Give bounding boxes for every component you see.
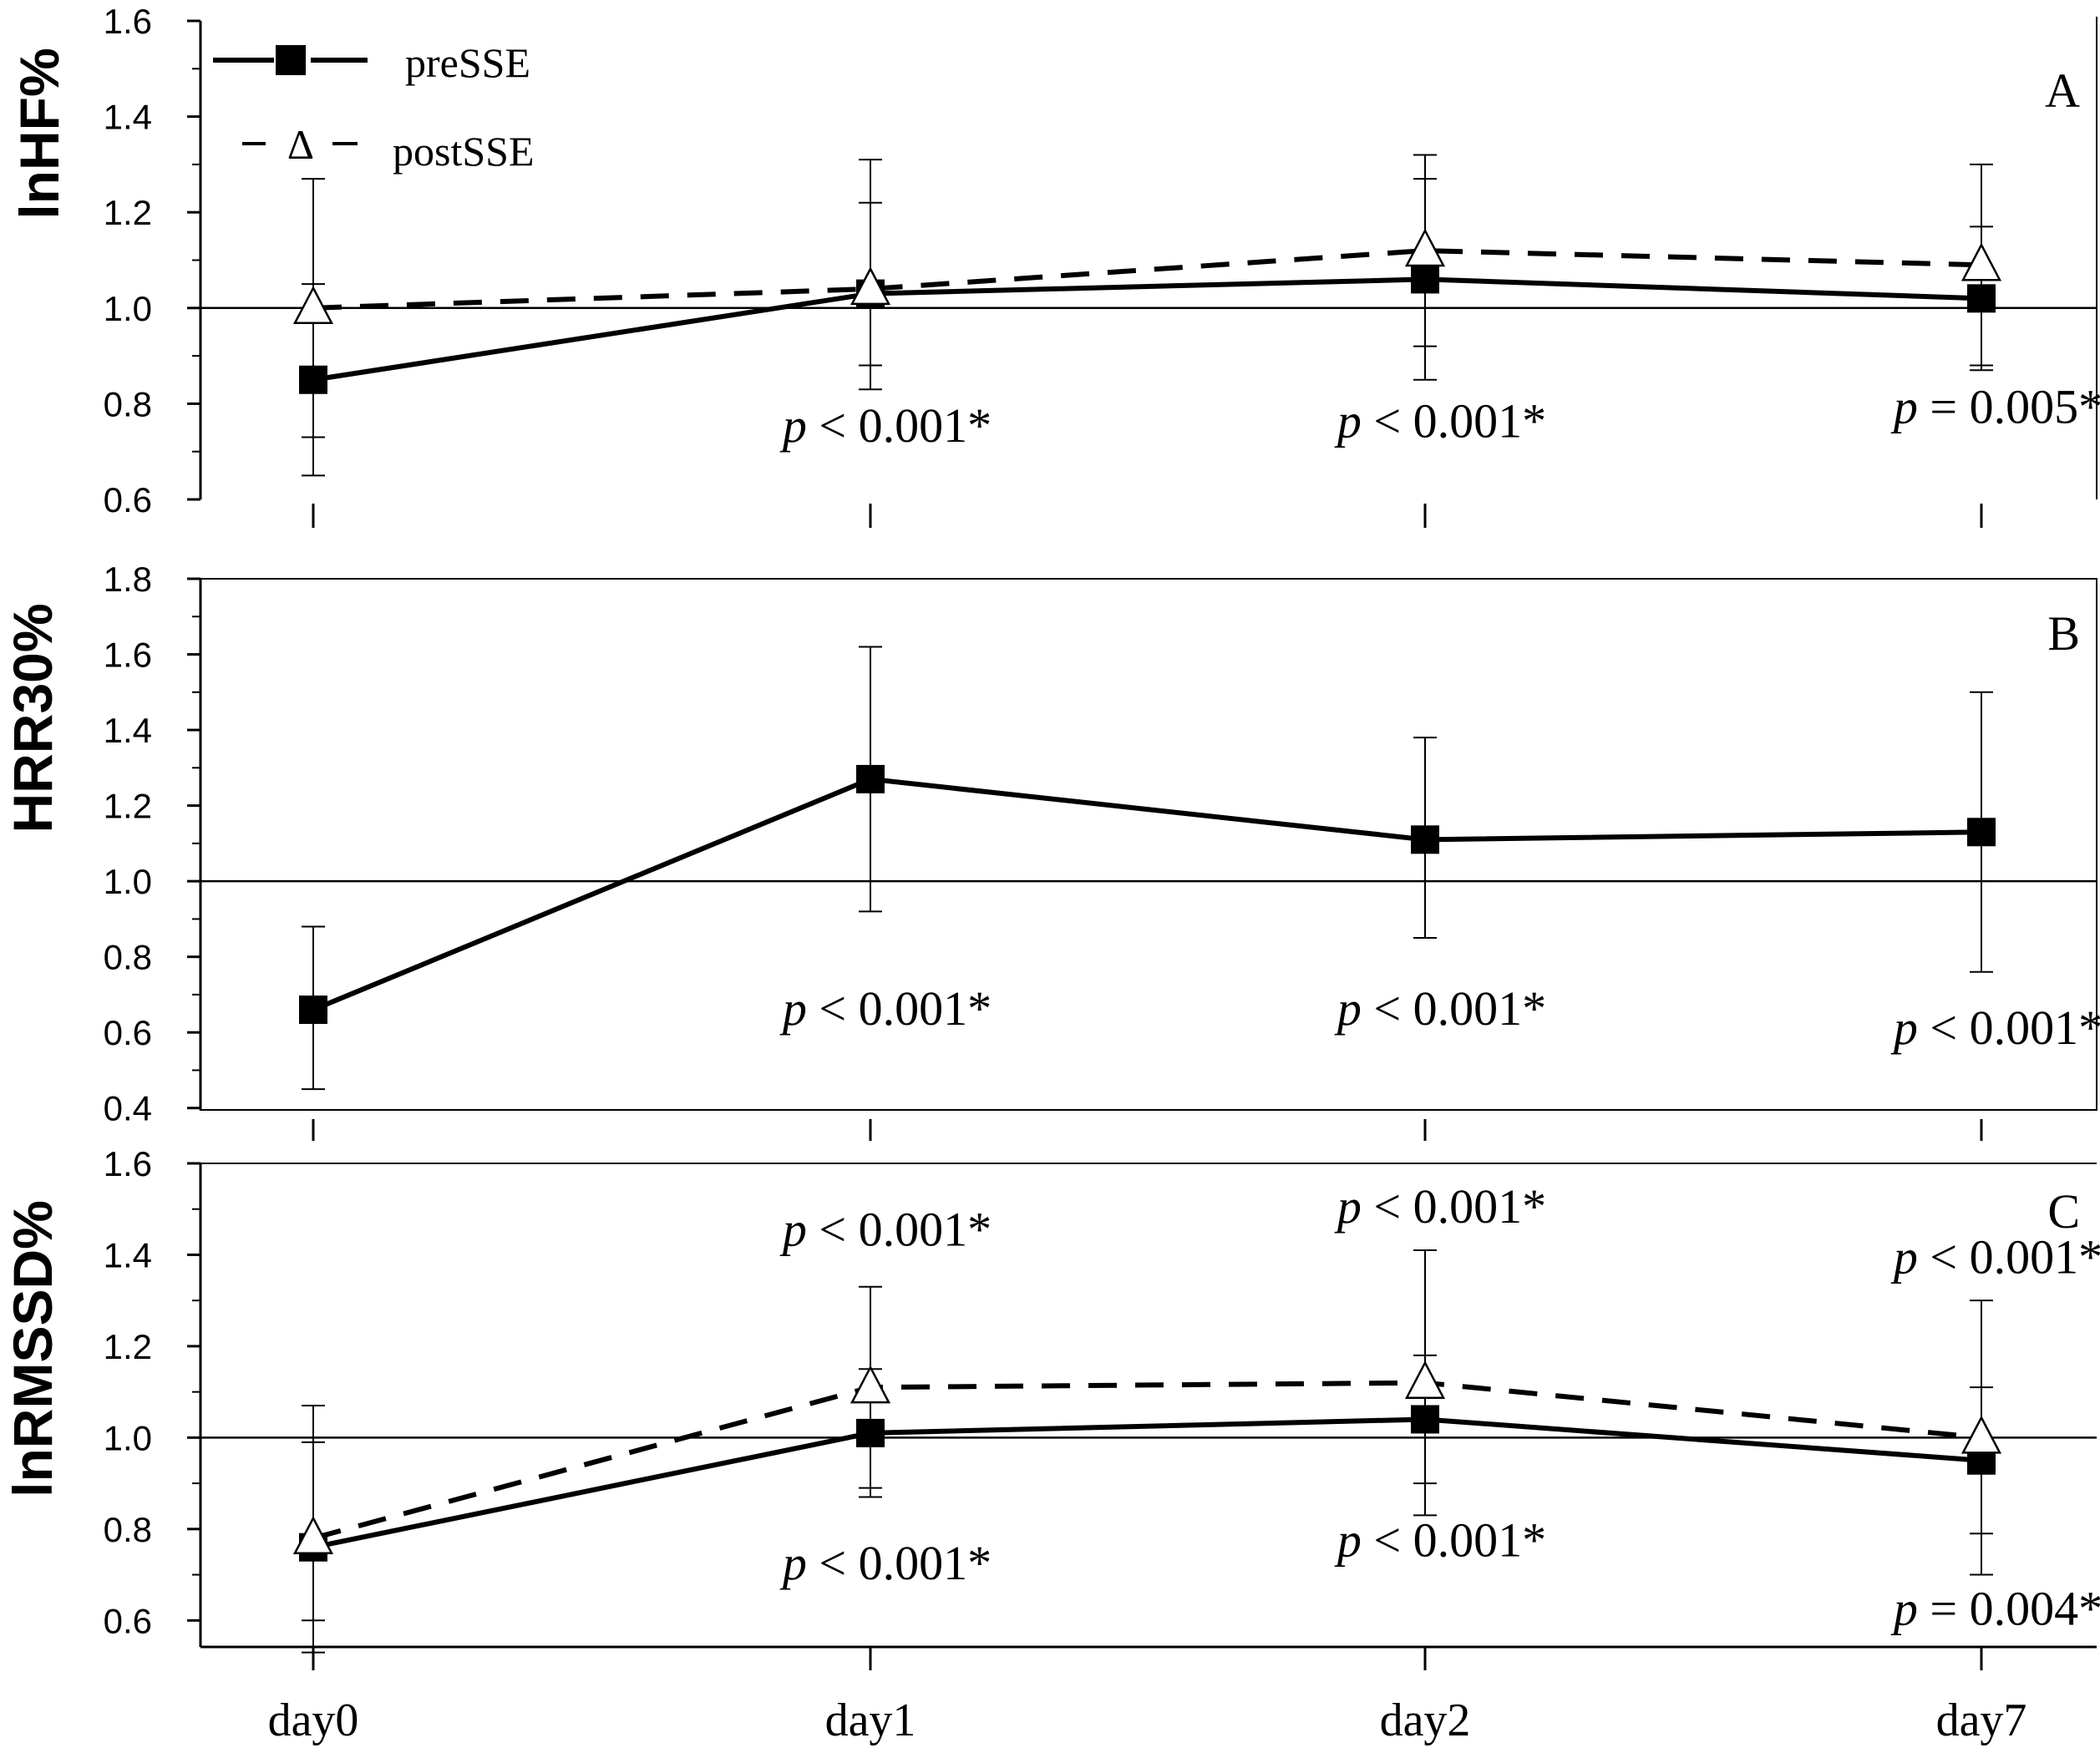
panel-a-y-tick-label-0: 0.6 <box>104 480 152 519</box>
panel-b-marks: p < 0.001* p < 0.001* p < 0.001* <box>200 646 2100 1091</box>
panel-c-y-ticks: 0.6 0.8 1.0 1.2 1.4 1.6 <box>104 1144 200 1640</box>
panel-a-marks: p < 0.001* p < 0.001* p = 0.005* <box>200 154 2100 477</box>
panel-c-y-tick-label-0: 0.6 <box>104 1601 152 1640</box>
panel-c-annotation-1: p < 0.001* <box>1334 1179 1546 1234</box>
panel-c-annotation-5: p = 0.004* <box>1890 1582 2100 1636</box>
panel-b-presse-point-0 <box>299 996 327 1025</box>
panel-c-postsse-point-2 <box>1404 1360 1446 1399</box>
panel-a-letter: A <box>2045 63 2080 118</box>
legend: preSSE Δ postSSE <box>213 39 535 175</box>
x-tick-label-day2: day2 <box>1380 1695 1471 1746</box>
legend-pre-square-icon <box>276 45 306 75</box>
panel-b-annotation-1: p < 0.001* <box>1334 981 1546 1036</box>
panel-c-postsse-point-0 <box>292 1516 334 1555</box>
panel-c-postsse-line <box>312 1380 1982 1541</box>
panel-c-y-tick-label-4: 1.4 <box>104 1235 152 1274</box>
panel-a-postsse-point-3 <box>1961 242 2002 281</box>
panel-b: HRR30% B 0.4 0.6 0.8 1.0 1.2 1.4 1.6 1.8 p < 0.… <box>2 560 2100 1128</box>
panel-c-presse-point-2 <box>1411 1405 1439 1434</box>
x-tick-label-day0: day0 <box>268 1695 359 1746</box>
panel-b-presse-line <box>312 776 1982 1012</box>
panel-c-annotation-4: p < 0.001* <box>1334 1513 1546 1568</box>
panel-a-presse-point-2 <box>1411 265 1439 294</box>
panel-b-y-tick-label-2: 0.8 <box>104 938 152 977</box>
panel-c-letter: C <box>2047 1184 2080 1239</box>
panel-separator-ticks-2 <box>312 1119 1983 1141</box>
panel-a-y-tick-label-4: 1.4 <box>104 98 152 137</box>
panel-a-annotation-0: p < 0.001* <box>779 398 992 453</box>
panel-b-annotation-0: p < 0.001* <box>779 981 992 1036</box>
panel-b-annotation-2: p < 0.001* <box>1890 1001 2100 1055</box>
panel-a-postsse-point-0 <box>292 286 334 325</box>
panel-b-y-tick-label-0: 0.4 <box>104 1089 152 1128</box>
panel-b-y-tick-label-4: 1.2 <box>104 787 152 826</box>
panel-a-postsse-point-1 <box>850 266 891 306</box>
panel-a-y-tick-label-1: 0.8 <box>104 384 152 423</box>
panel-c-annotation-2: p < 0.001* <box>1890 1229 2100 1284</box>
legend-post-label: postSSE <box>393 128 535 175</box>
panel-b-frame <box>200 578 2097 1111</box>
legend-post-triangle-icon: Δ <box>287 121 314 168</box>
panel-a-presse-point-3 <box>1967 284 1996 313</box>
panel-b-y-ticks: 0.4 0.6 0.8 1.0 1.2 1.4 1.6 1.8 <box>104 560 200 1128</box>
panel-c-y-tick-label-3: 1.2 <box>104 1327 152 1366</box>
panel-a-postsse-point-2 <box>1404 228 1446 267</box>
panel-b-y-axis-label: HRR30% <box>2 603 63 833</box>
panel-a-y-axis-label: lnHF% <box>8 48 70 219</box>
panel-a-y-tick-label-2: 1.0 <box>104 289 152 328</box>
panel-c: lnRMSSD% C 0.6 0.8 1.0 1.2 1.4 1.6 p < 0.001*… <box>2 1144 2100 1654</box>
panel-c-postsse-point-1 <box>850 1365 891 1404</box>
panel-b-y-tick-label-5: 1.4 <box>104 711 152 750</box>
panel-c-y-tick-label-2: 1.0 <box>104 1418 152 1457</box>
legend-pre-label: preSSE <box>405 39 530 86</box>
panel-b-y-tick-label-7: 1.8 <box>104 560 152 599</box>
panel-b-y-tick-label-3: 1.0 <box>104 862 152 901</box>
panel-a-presse-line <box>312 276 1982 383</box>
panel-b-y-tick-label-1: 0.6 <box>104 1013 152 1052</box>
panel-b-presse-point-2 <box>1411 825 1439 854</box>
panel-a-annotation-1: p < 0.001* <box>1334 394 1546 448</box>
panel-c-y-axis-label: lnRMSSD% <box>2 1200 63 1497</box>
panel-c-marks: p < 0.001* p < 0.001* p < 0.001* p < 0.001*… <box>200 1179 2100 1654</box>
panel-c-annotation-0: p < 0.001* <box>779 1203 992 1257</box>
x-tick-label-day7: day7 <box>1936 1695 2027 1746</box>
panel-a: lnHF% A 0.60.81.01.21.41.6 p < 0.001* p <… <box>8 2 2100 519</box>
panel-a-y-tick-label-3: 1.2 <box>104 193 152 232</box>
x-tick-label-day1: day1 <box>825 1695 916 1746</box>
panel-c-postsse-point-3 <box>1961 1415 2002 1454</box>
panel-c-presse-point-1 <box>856 1418 885 1447</box>
panel-c-annotation-3: p < 0.001* <box>779 1536 992 1590</box>
panel-b-presse-point-1 <box>856 764 885 793</box>
panel-a-y-tick-label-5: 1.6 <box>104 2 152 41</box>
panel-c-y-tick-label-5: 1.6 <box>104 1144 152 1183</box>
panel-b-presse-point-3 <box>1967 818 1996 847</box>
panel-a-y-ticks: 0.6 0.8 1.0 1.2 1.4 1.6 <box>104 2 200 519</box>
panel-a-postsse-line <box>312 248 1982 311</box>
panel-a-presse-point-0 <box>299 365 327 394</box>
panel-b-letter: B <box>2047 606 2080 661</box>
x-axis: day0 day1 day2 day7 <box>268 1647 2027 1746</box>
panel-c-presse-line <box>312 1416 1982 1550</box>
panel-a-annotation-2: p = 0.005* <box>1890 379 2100 433</box>
panel-c-y-tick-label-1: 0.8 <box>104 1510 152 1549</box>
panel-b-y-tick-label-6: 1.6 <box>104 636 152 675</box>
panel-separator-ticks <box>312 504 1983 528</box>
